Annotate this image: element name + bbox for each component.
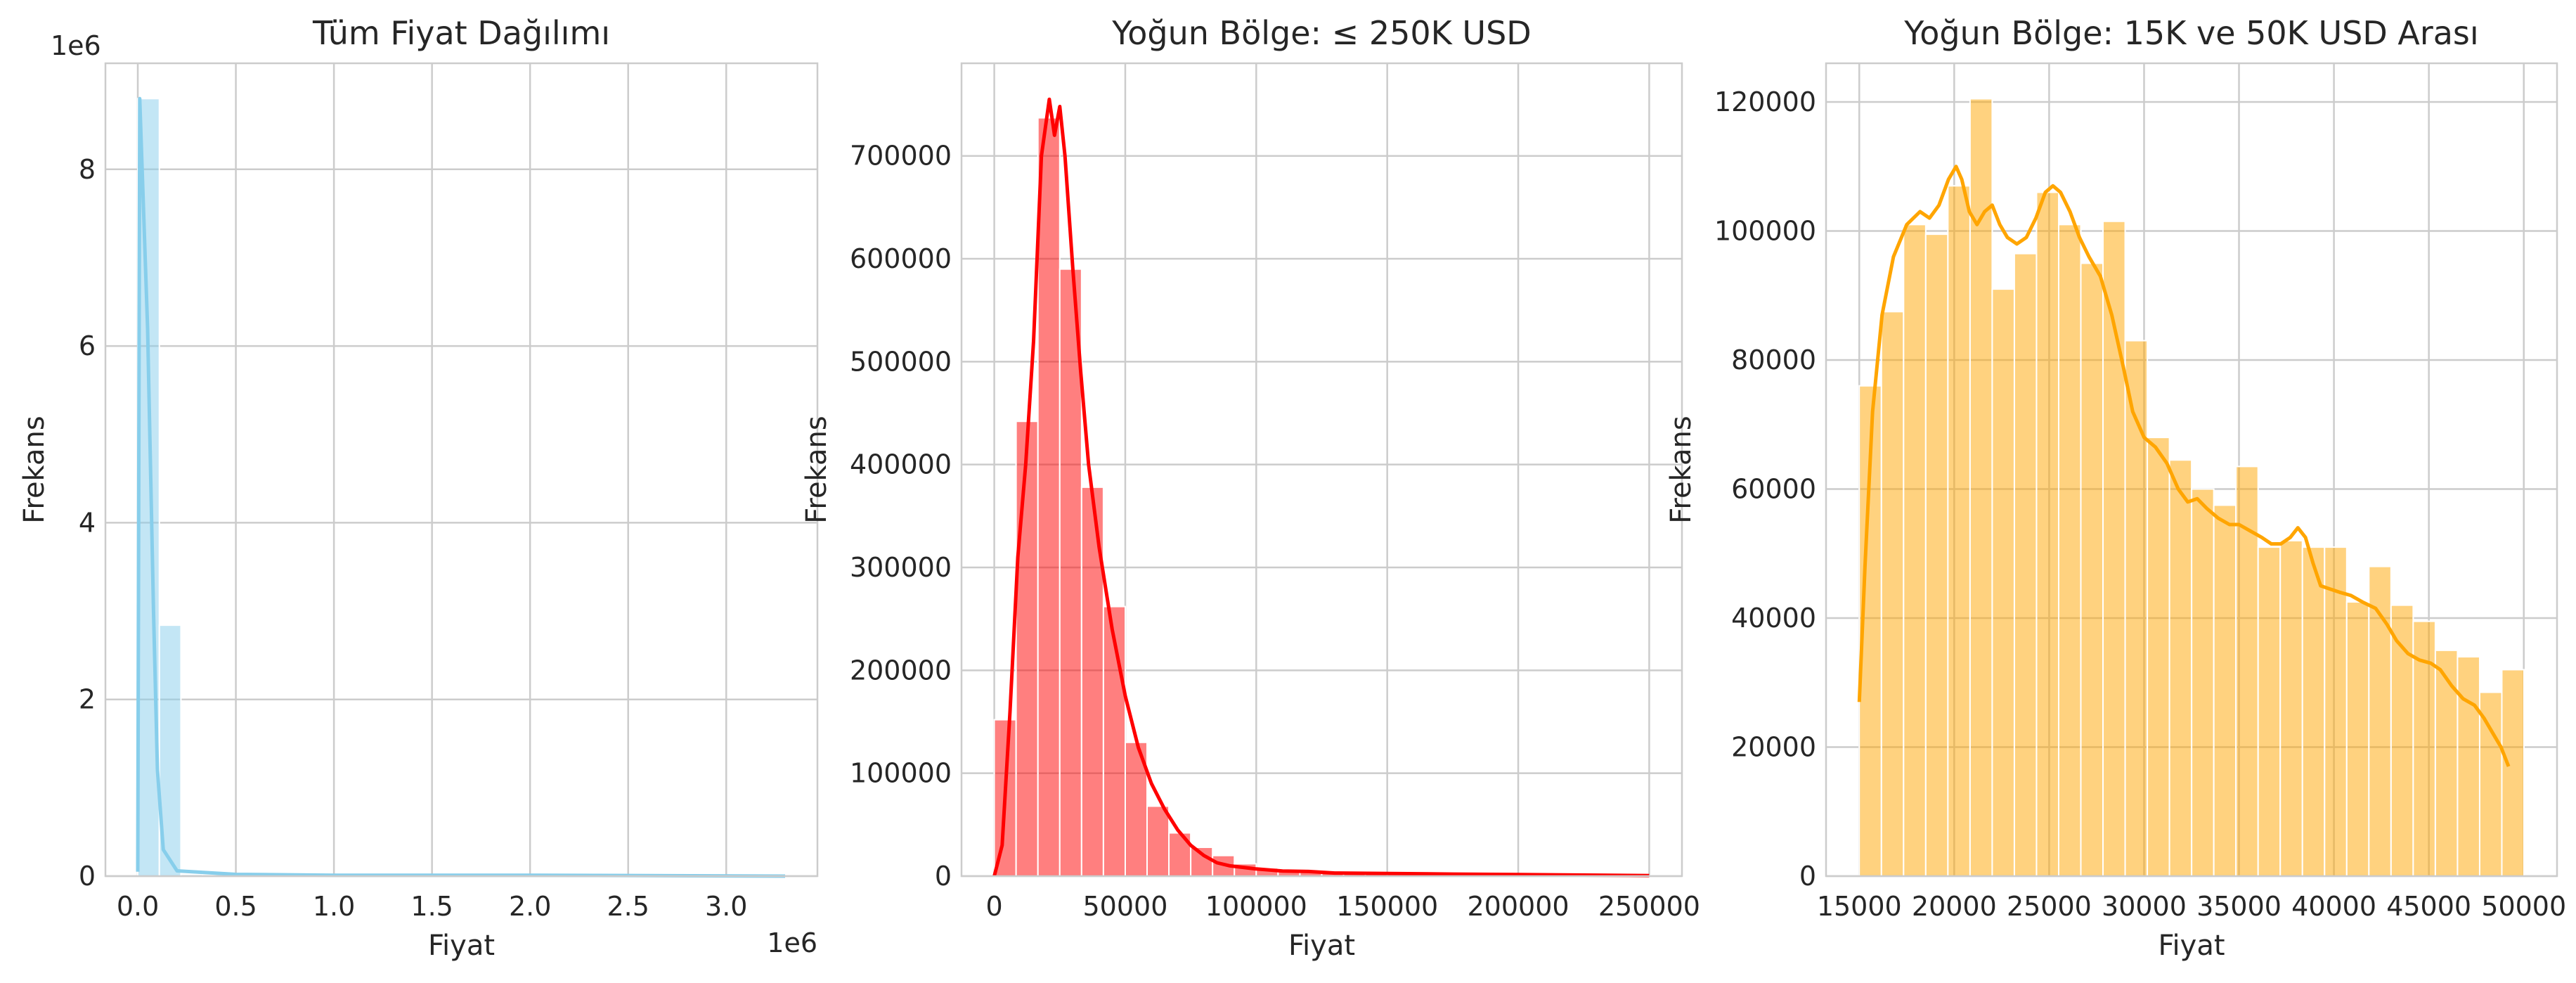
kde-line [1857,165,2511,767]
x-axis-label: Fiyat [428,930,495,962]
x-tick-label: 50000 [1083,891,1168,922]
x-tick-label: 1.0 [313,891,355,922]
y-axis-offset-label: 1e6 [51,30,101,61]
y-tick-label: 700000 [850,141,952,172]
histogram-bar [158,624,182,877]
chart-title: Yoğun Bölge: ≤ 250K USD [1111,14,1531,52]
x-tick-label: 0 [985,891,1002,922]
y-tick-label: 400000 [850,449,952,480]
histogram-bar [2057,224,2082,878]
x-axis-offset-label: 1e6 [767,927,817,958]
histogram-bar [2279,539,2303,878]
y-tick-label: 80000 [1731,345,1816,375]
y-tick-label: 0 [1799,861,1816,892]
y-tick-label: 600000 [850,243,952,274]
chart-panel-all-prices: Tüm Fiyat Dağılımı Fiyat Frekans 1e6 1e6… [18,14,819,962]
x-tick-label: 50000 [2481,891,2566,922]
y-tick-label: 0 [935,861,952,892]
histogram-bar [1991,288,2015,878]
x-tick-label: 1.5 [410,891,453,922]
histogram-bar [2324,546,2348,877]
y-axis-label: Frekans [18,416,51,523]
chart-panel-under-250k: Yoğun Bölge: ≤ 250K USD Fiyat Frekans 0 5… [801,14,1700,962]
y-tick-label: 2 [79,684,96,715]
chart-title: Yoğun Bölge: 15K ve 50K USD Arası [1903,14,2478,52]
histogram-bar [1037,117,1061,877]
histogram-bar [2434,649,2459,878]
y-tick-label: 500000 [850,346,952,377]
x-tick-label: 20000 [1912,891,1997,922]
histogram-bar [1903,224,1927,878]
histogram-bar [2501,669,2525,878]
chart-panel-15k-50k: Yoğun Bölge: 15K ve 50K USD Arası Fiyat … [1665,14,2566,962]
histogram-bar [2035,191,2059,877]
y-tick-label: 100000 [850,758,952,789]
x-tick-label: 250000 [1598,891,1700,922]
x-tick-label: 2.5 [607,891,649,922]
histogram-bar [1102,605,1126,877]
x-tick-label: 3.0 [705,891,747,922]
y-tick-label: 200000 [850,655,952,686]
y-tick-label: 20000 [1731,732,1816,763]
x-tick-label: 0.5 [214,891,257,922]
plot-frame [104,62,819,878]
x-tick-label: 100000 [1205,891,1307,922]
y-tick-label: 40000 [1731,603,1816,634]
y-tick-label: 8 [79,154,96,185]
x-tick-label: 150000 [1336,891,1438,922]
y-axis-label: Frekans [801,416,833,523]
x-axis-label: Fiyat [1288,930,1355,962]
y-axis-label: Frekans [1665,416,1697,523]
x-tick-label: 0.0 [117,891,159,922]
histogram-bar [2147,437,2170,877]
x-axis-label: Fiyat [2158,930,2225,962]
histogram-bar [2191,488,2215,877]
histogram-bar [2257,546,2281,877]
chart-title: Tüm Fiyat Dağılımı [312,14,610,52]
x-tick-label: 15000 [1817,891,1902,922]
y-tick-label: 4 [79,507,96,538]
histogram-bar [1146,805,1170,878]
kde-line [992,97,1650,878]
histogram-bar [2368,565,2392,877]
x-tick-label: 2.0 [509,891,551,922]
histogram-bar [2168,459,2193,877]
y-tick-label: 100000 [1714,216,1816,247]
kde-line [136,96,786,878]
y-tick-label: 6 [79,330,96,361]
y-tick-label: 0 [79,861,96,892]
y-tick-label: 300000 [850,552,952,583]
plot-area [105,63,817,876]
histogram-bar [2213,504,2237,877]
x-tick-label: 30000 [2102,891,2187,922]
histogram-bar [2080,262,2104,877]
x-tick-label: 35000 [2196,891,2281,922]
histogram-bar [1924,233,1949,877]
x-tick-label: 45000 [2386,891,2471,922]
y-tick-label: 60000 [1731,474,1816,505]
plot-frame [1825,62,2558,878]
y-tick-label: 120000 [1714,86,1816,117]
histogram-bar [2345,601,2370,877]
histogram-bar [1015,420,1039,877]
histogram-bar [2301,546,2326,877]
x-tick-label: 25000 [2007,891,2092,922]
histogram-bar [1947,185,1971,878]
plot-frame [960,62,1683,878]
x-tick-label: 200000 [1468,891,1569,922]
histogram-bar [2013,252,2038,877]
x-tick-label: 40000 [2291,891,2376,922]
histogram-bar [1880,311,1905,877]
histogram-bar [2457,656,2480,877]
